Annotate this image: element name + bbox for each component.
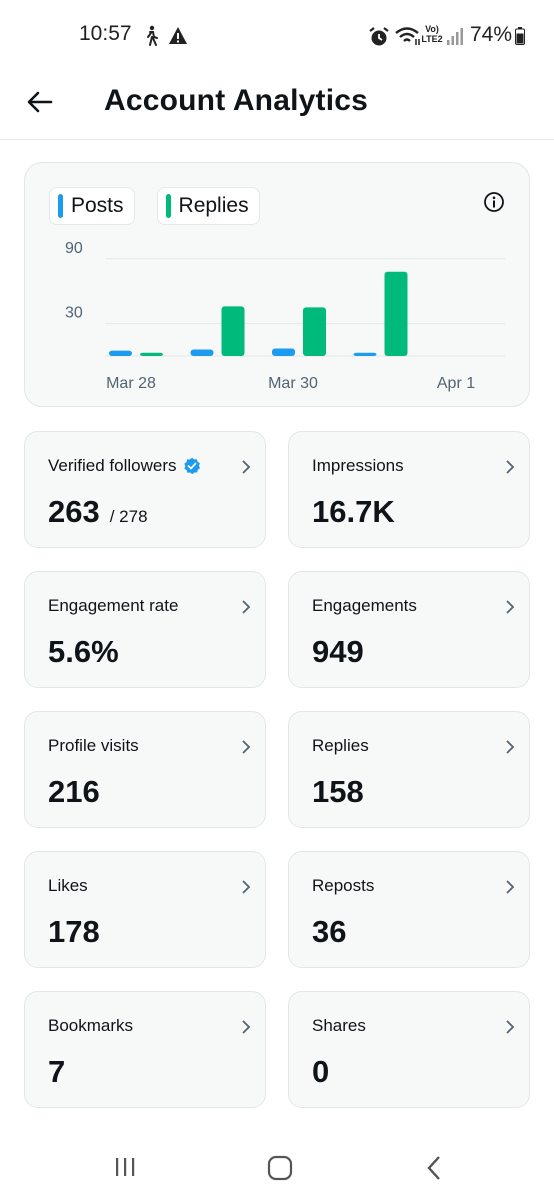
stat-value: 949 [312, 634, 364, 669]
stat-value: 0 [312, 1054, 330, 1089]
stat-value: 16.7K [312, 494, 395, 529]
bar-posts [190, 349, 214, 356]
system-navigation-bar [0, 1134, 554, 1200]
wifi-icon [395, 27, 420, 45]
stat-value: 178 [48, 914, 100, 949]
stat-label: Impressions [312, 456, 404, 475]
top-app-bar: Account Analytics [0, 72, 554, 140]
bar-posts [272, 348, 295, 356]
stat-card-verified-followers[interactable]: Verified followers 263/ 278 [24, 431, 266, 548]
page-title: Account Analytics [104, 84, 369, 117]
arrow-left-icon [27, 91, 53, 113]
activity-bar-chart: 30 90 Mar 28 Mar 30 Apr 1 [65, 240, 505, 392]
chevron-right-icon [242, 600, 251, 614]
status-bar: 10:57 Vo) LTE2 74% [0, 0, 554, 72]
stat-value: 158 [312, 774, 364, 809]
battery-icon [515, 27, 525, 45]
legend-label-posts: Posts [71, 194, 124, 217]
recent-apps-button[interactable] [113, 1156, 137, 1178]
chevron-right-icon [242, 880, 251, 894]
stat-value: 216 [48, 774, 100, 809]
y-tick-label: 30 [65, 305, 83, 322]
legend-item-posts[interactable]: Posts [49, 187, 135, 225]
walking-icon [147, 25, 158, 46]
chevron-right-icon [506, 1020, 515, 1034]
x-tick-label: Mar 30 [268, 375, 318, 392]
stat-card-reposts[interactable]: Reposts 36 [288, 851, 530, 968]
activity-chart-card: 30 90 Mar 28 Mar 30 Apr 1 Posts Replies [24, 162, 530, 407]
stat-label: Engagement rate [48, 596, 179, 615]
bar-replies [140, 352, 163, 356]
verified-badge-icon [183, 457, 200, 475]
chevron-right-icon [242, 460, 251, 474]
bar-replies [303, 307, 326, 356]
stat-card-shares[interactable]: Shares 0 [288, 991, 530, 1108]
back-button[interactable] [22, 84, 58, 120]
chevron-right-icon [506, 600, 515, 614]
status-time: 10:57 [79, 22, 132, 45]
signal-icon [447, 28, 463, 45]
info-icon[interactable] [483, 191, 505, 213]
stat-value: 7 [48, 1054, 66, 1089]
stat-value: 5.6% [48, 634, 119, 669]
system-back-button[interactable] [426, 1155, 442, 1181]
stat-total: / 278 [109, 507, 148, 526]
stat-label: Verified followers [48, 456, 201, 476]
stat-label: Replies [312, 736, 369, 755]
stat-card-bookmarks[interactable]: Bookmarks 7 [24, 991, 266, 1108]
battery-percentage: 74% [470, 23, 513, 46]
bar-replies [384, 271, 408, 356]
stat-card-profile-visits[interactable]: Profile visits 216 [24, 711, 266, 828]
warning-icon [169, 27, 187, 44]
stat-label: Bookmarks [48, 1016, 134, 1035]
chevron-right-icon [506, 740, 515, 754]
legend-swatch-posts [58, 194, 63, 218]
stat-label: Shares [312, 1016, 366, 1035]
chart-legend: Posts Replies [49, 187, 260, 225]
legend-item-replies[interactable]: Replies [156, 187, 260, 225]
x-tick-label: Apr 1 [437, 375, 475, 392]
home-button[interactable] [267, 1155, 293, 1181]
chevron-right-icon [506, 460, 515, 474]
stat-label: Reposts [312, 876, 375, 895]
stat-value: 263/ 278 [48, 494, 148, 529]
legend-swatch-replies [165, 194, 171, 218]
stat-card-likes[interactable]: Likes 178 [24, 851, 266, 968]
network-type-label: Vo) LTE2 [421, 24, 443, 44]
stat-value: 36 [312, 914, 347, 949]
bar-posts [353, 352, 377, 356]
stat-card-engagements[interactable]: Engagements 949 [288, 571, 530, 688]
chevron-right-icon [242, 1020, 251, 1034]
bar-replies [221, 306, 245, 356]
stat-label: Profile visits [48, 736, 139, 755]
chevron-right-icon [242, 740, 251, 754]
stat-card-impressions[interactable]: Impressions 16.7K [288, 431, 530, 548]
chevron-right-icon [506, 880, 515, 894]
y-tick-label: 90 [65, 240, 83, 257]
bar-posts [109, 350, 132, 356]
stat-label: Engagements [312, 596, 417, 615]
stat-label: Likes [48, 876, 88, 895]
stat-card-engagement-rate[interactable]: Engagement rate 5.6% [24, 571, 266, 688]
x-tick-label: Mar 28 [106, 375, 156, 392]
alarm-icon [369, 27, 389, 46]
stat-card-replies[interactable]: Replies 158 [288, 711, 530, 828]
legend-label-replies: Replies [178, 194, 249, 217]
